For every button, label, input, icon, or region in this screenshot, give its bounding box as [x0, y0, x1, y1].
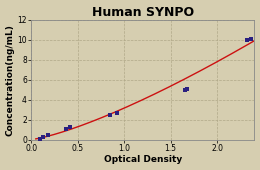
Point [185, 87, 190, 90]
Point [108, 113, 112, 116]
X-axis label: Optical Density: Optical Density [104, 155, 182, 164]
Point [183, 88, 187, 91]
Point [41, 136, 45, 138]
Y-axis label: Concentration(ng/mL): Concentration(ng/mL) [5, 24, 15, 135]
Point [64, 127, 69, 130]
Title: Human SYNPO: Human SYNPO [92, 6, 194, 19]
Point [245, 38, 249, 41]
Point [115, 111, 119, 114]
Point [68, 125, 72, 128]
Point [249, 37, 253, 40]
Point [38, 137, 42, 140]
Point [46, 133, 50, 136]
